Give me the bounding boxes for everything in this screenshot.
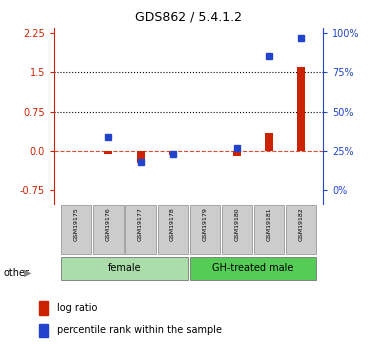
Text: GSM19175: GSM19175 xyxy=(74,207,79,241)
Text: GSM19177: GSM19177 xyxy=(138,207,143,241)
Text: GSM19180: GSM19180 xyxy=(234,207,239,241)
Bar xyxy=(265,132,273,151)
Text: GH-treated male: GH-treated male xyxy=(212,263,293,273)
Bar xyxy=(104,151,112,154)
Text: percentile rank within the sample: percentile rank within the sample xyxy=(57,325,222,335)
FancyBboxPatch shape xyxy=(190,205,220,254)
Text: female: female xyxy=(108,263,141,273)
Bar xyxy=(169,151,177,155)
Text: GSM19179: GSM19179 xyxy=(202,207,207,241)
Text: GSM19182: GSM19182 xyxy=(298,207,303,241)
Text: log ratio: log ratio xyxy=(57,303,97,313)
FancyBboxPatch shape xyxy=(222,205,252,254)
FancyBboxPatch shape xyxy=(157,205,188,254)
Title: GDS862 / 5.4.1.2: GDS862 / 5.4.1.2 xyxy=(135,11,242,24)
Text: GSM19176: GSM19176 xyxy=(106,207,111,241)
FancyBboxPatch shape xyxy=(254,205,284,254)
Text: GSM19178: GSM19178 xyxy=(170,207,175,241)
FancyBboxPatch shape xyxy=(61,205,92,254)
Bar xyxy=(297,67,305,151)
FancyBboxPatch shape xyxy=(93,205,124,254)
FancyBboxPatch shape xyxy=(61,257,187,280)
Text: other: other xyxy=(4,268,30,277)
Bar xyxy=(233,151,241,156)
Bar xyxy=(38,324,48,337)
FancyBboxPatch shape xyxy=(126,205,156,254)
Bar xyxy=(38,301,48,315)
Bar xyxy=(137,151,144,162)
FancyBboxPatch shape xyxy=(190,257,316,280)
Text: GSM19181: GSM19181 xyxy=(266,207,271,241)
Text: ▶: ▶ xyxy=(24,268,32,277)
FancyBboxPatch shape xyxy=(286,205,316,254)
